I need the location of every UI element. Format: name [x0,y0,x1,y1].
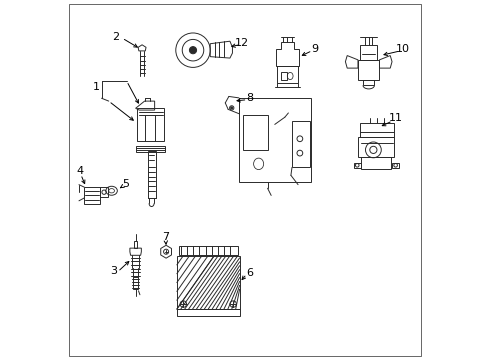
Text: 12: 12 [235,38,249,48]
Text: 5: 5 [122,179,129,189]
Bar [243,115,268,150]
Circle shape [190,46,196,54]
Bar [137,108,164,140]
Bar [354,163,361,168]
Bar [392,163,399,168]
Bar [179,246,238,255]
Bar [100,187,108,197]
Bar [177,256,240,309]
Bar [133,277,139,289]
Text: 6: 6 [246,268,253,278]
Bar [147,151,155,198]
Bar [292,121,310,167]
Bar [361,157,391,169]
Bar [177,309,240,316]
Bar [358,60,379,80]
Text: 8: 8 [246,93,254,103]
Text: 2: 2 [112,32,120,41]
Bar [136,146,166,152]
Text: 9: 9 [311,44,318,54]
Bar [360,45,377,60]
Bar [276,66,298,83]
Text: 7: 7 [162,232,169,242]
Bar [363,80,374,85]
Bar [358,137,394,157]
Text: 1: 1 [93,82,99,92]
Circle shape [231,107,233,109]
Bar [134,241,137,248]
Text: 10: 10 [396,44,410,54]
Bar [360,123,394,137]
Bar [281,72,287,80]
Bar [239,98,311,182]
Text: 4: 4 [76,166,84,176]
Bar [84,187,100,204]
Text: 11: 11 [389,113,403,123]
Text: 3: 3 [110,266,117,276]
